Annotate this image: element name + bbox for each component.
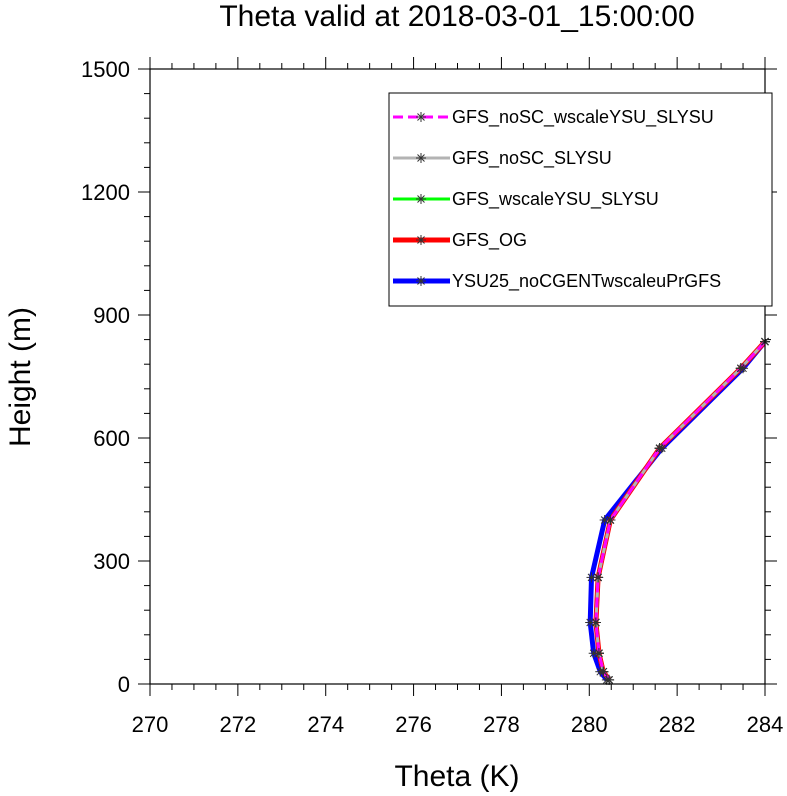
y-tick-label: 600 (93, 426, 130, 451)
x-tick-label: 278 (483, 712, 520, 737)
data-point-marker (656, 443, 667, 454)
plot-frame (149, 68, 766, 685)
legend-label: GFS_noSC_wscaleYSU_SLYSU (452, 107, 714, 128)
y-tick-label: 900 (93, 303, 130, 328)
data-point-marker (595, 666, 606, 677)
legend-label: GFS_wscaleYSU_SLYSU (452, 189, 659, 210)
data-point-marker (599, 515, 610, 525)
data-point-marker (586, 572, 597, 583)
chart-title: Theta valid at 2018-03-01_15:00:00 (219, 0, 694, 33)
legend-label: GFS_noSC_SLYSU (452, 148, 612, 169)
series-line (593, 340, 765, 682)
y-tick-label: 1500 (81, 57, 130, 82)
x-tick-label: 276 (395, 712, 432, 737)
legend-box (388, 92, 773, 307)
data-point-marker (416, 194, 426, 204)
y-tick-label: 1200 (81, 180, 130, 205)
data-point-marker (416, 276, 426, 286)
data-point-marker (738, 363, 749, 374)
data-point-marker (590, 617, 601, 628)
legend-label: YSU25_noCGENTwscaleuPrGFS (452, 271, 721, 292)
y-tick-label: 300 (93, 549, 130, 574)
x-tick-label: 284 (747, 712, 784, 737)
x-axis-label: Theta (K) (394, 760, 519, 793)
data-point-marker (601, 674, 612, 685)
y-axis-label: Height (m) (4, 307, 37, 447)
x-tick-label: 272 (219, 712, 256, 737)
legend-label: GFS_OG (452, 230, 527, 251)
x-tick-label: 280 (571, 712, 608, 737)
data-point-marker (416, 153, 426, 163)
data-point-marker (416, 112, 426, 122)
series-line (594, 340, 765, 681)
x-tick-label: 282 (659, 712, 696, 737)
tick-labels: 270 272 274 276 278 280 282 284 0 300 600 900 1200 15… (81, 57, 783, 737)
series-lines (587, 340, 765, 682)
x-tick-label: 274 (307, 712, 344, 737)
legend: GFS_noSC_wscaleYSU_SLYSU GFS_noSC_SLYSU GF… (388, 92, 773, 307)
y-tick-label: 0 (118, 672, 130, 697)
series-markers (585, 336, 770, 685)
series-line (594, 340, 765, 681)
legend-items: GFS_noSC_wscaleYSU_SLYSU GFS_noSC_SLYSU GF… (393, 107, 721, 292)
data-point-marker (585, 617, 596, 628)
data-point-marker (416, 235, 426, 245)
x-tick-label: 270 (132, 712, 169, 737)
series-line (594, 340, 765, 681)
data-point-marker (588, 648, 599, 659)
